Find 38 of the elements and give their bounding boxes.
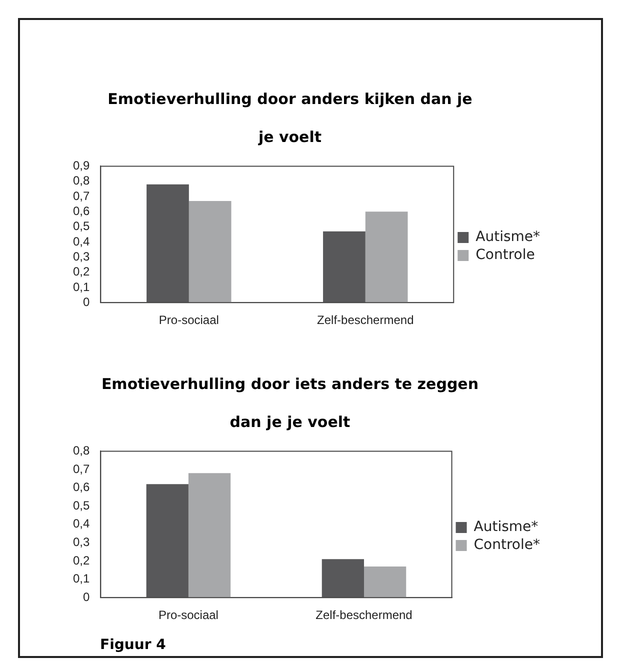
legend-label: Autisme*: [474, 519, 538, 536]
y-tick-label: 0,1: [72, 572, 90, 586]
y-tick-label: 0,3: [72, 249, 90, 264]
y-tick-label: 0,8: [72, 444, 90, 458]
bar: [365, 212, 408, 303]
y-tick-label: 0: [82, 590, 90, 604]
y-tick-label: 0,4: [72, 234, 90, 248]
y-tick-label: 0,7: [72, 462, 90, 476]
y-tick-label: 0,3: [72, 535, 90, 550]
y-tick-label: 0,2: [72, 264, 90, 279]
bar: [188, 201, 232, 303]
y-tick-label: 0,4: [72, 516, 90, 531]
bar: [364, 566, 406, 598]
y-tick-label: 0,6: [72, 480, 90, 494]
y-tick-label: 0,7: [72, 188, 90, 203]
x-tick-label: Pro-sociaal: [158, 313, 219, 328]
bar: [323, 231, 366, 303]
legend-label: Controle*: [474, 537, 540, 554]
legend-label: Controle: [476, 247, 535, 264]
y-tick-label: 0,1: [72, 280, 90, 294]
x-tick-label: Pro-sociaal: [158, 608, 218, 622]
x-tick-label: Zelf-beschermend: [316, 608, 412, 622]
bar: [322, 559, 364, 598]
y-tick-label: 0,9: [72, 158, 90, 173]
y-tick-label: 0,5: [72, 498, 90, 512]
y-tick-label: 0,2: [72, 553, 90, 568]
bar: [188, 473, 231, 598]
y-tick-label: 0,8: [72, 174, 90, 188]
chart-title: Emotieverhulling door iets anders te zeggen dan je je voelt: [101, 375, 479, 431]
y-tick-label: 0,6: [72, 204, 90, 218]
x-tick-label: Zelf-beschermend: [317, 313, 414, 328]
y-tick-label: 0,5: [72, 219, 90, 234]
bar: [146, 484, 188, 598]
chart-title: Emotieverhulling door anders kijken dan je je voelt: [108, 90, 472, 146]
y-tick-label: 0: [82, 294, 90, 309]
bar: [146, 184, 189, 303]
legend-label: Autisme*: [476, 229, 540, 246]
text: Figuur 4: [100, 637, 166, 653]
